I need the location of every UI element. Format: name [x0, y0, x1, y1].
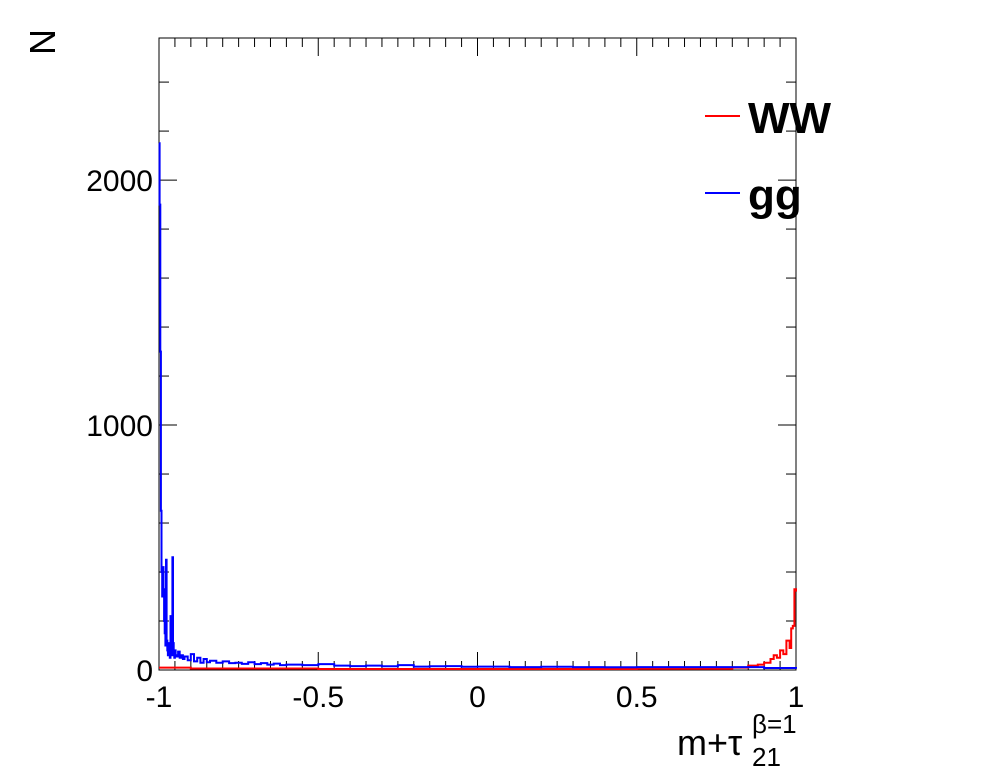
x-axis-title-subscript: 21 [752, 742, 781, 772]
y-tick-label: 1000 [86, 410, 153, 443]
x-tick-label: 1 [788, 681, 805, 714]
x-tick-label: -0.5 [292, 681, 344, 714]
y-tick-label: 2000 [86, 165, 153, 198]
x-tick-label: -1 [146, 681, 173, 714]
y-tick-label: 0 [136, 655, 153, 688]
x-tick-label: 0 [469, 681, 486, 714]
legend-entry-ww: WW [705, 94, 832, 143]
x-axis-title-base: m+τ [677, 722, 742, 763]
x-ticks: -1 -0.5 0 0.5 1 [146, 38, 805, 714]
legend: WW gg [705, 94, 832, 220]
legend-label-gg: gg [748, 171, 802, 220]
x-axis-title-superscript: β=1 [752, 709, 797, 739]
legend-label-ww: WW [748, 94, 832, 143]
y-ticks: 0 1000 2000 [86, 81, 796, 688]
y-axis-title: N [22, 29, 63, 55]
x-axis-title: m+τ β=1 21 [677, 709, 797, 772]
series-line-ww [159, 588, 797, 670]
series-layer [158, 142, 797, 670]
x-tick-label: 0.5 [616, 681, 658, 714]
legend-entry-gg: gg [705, 171, 802, 220]
series-line-gg [158, 142, 797, 669]
plot-frame [158, 37, 797, 671]
